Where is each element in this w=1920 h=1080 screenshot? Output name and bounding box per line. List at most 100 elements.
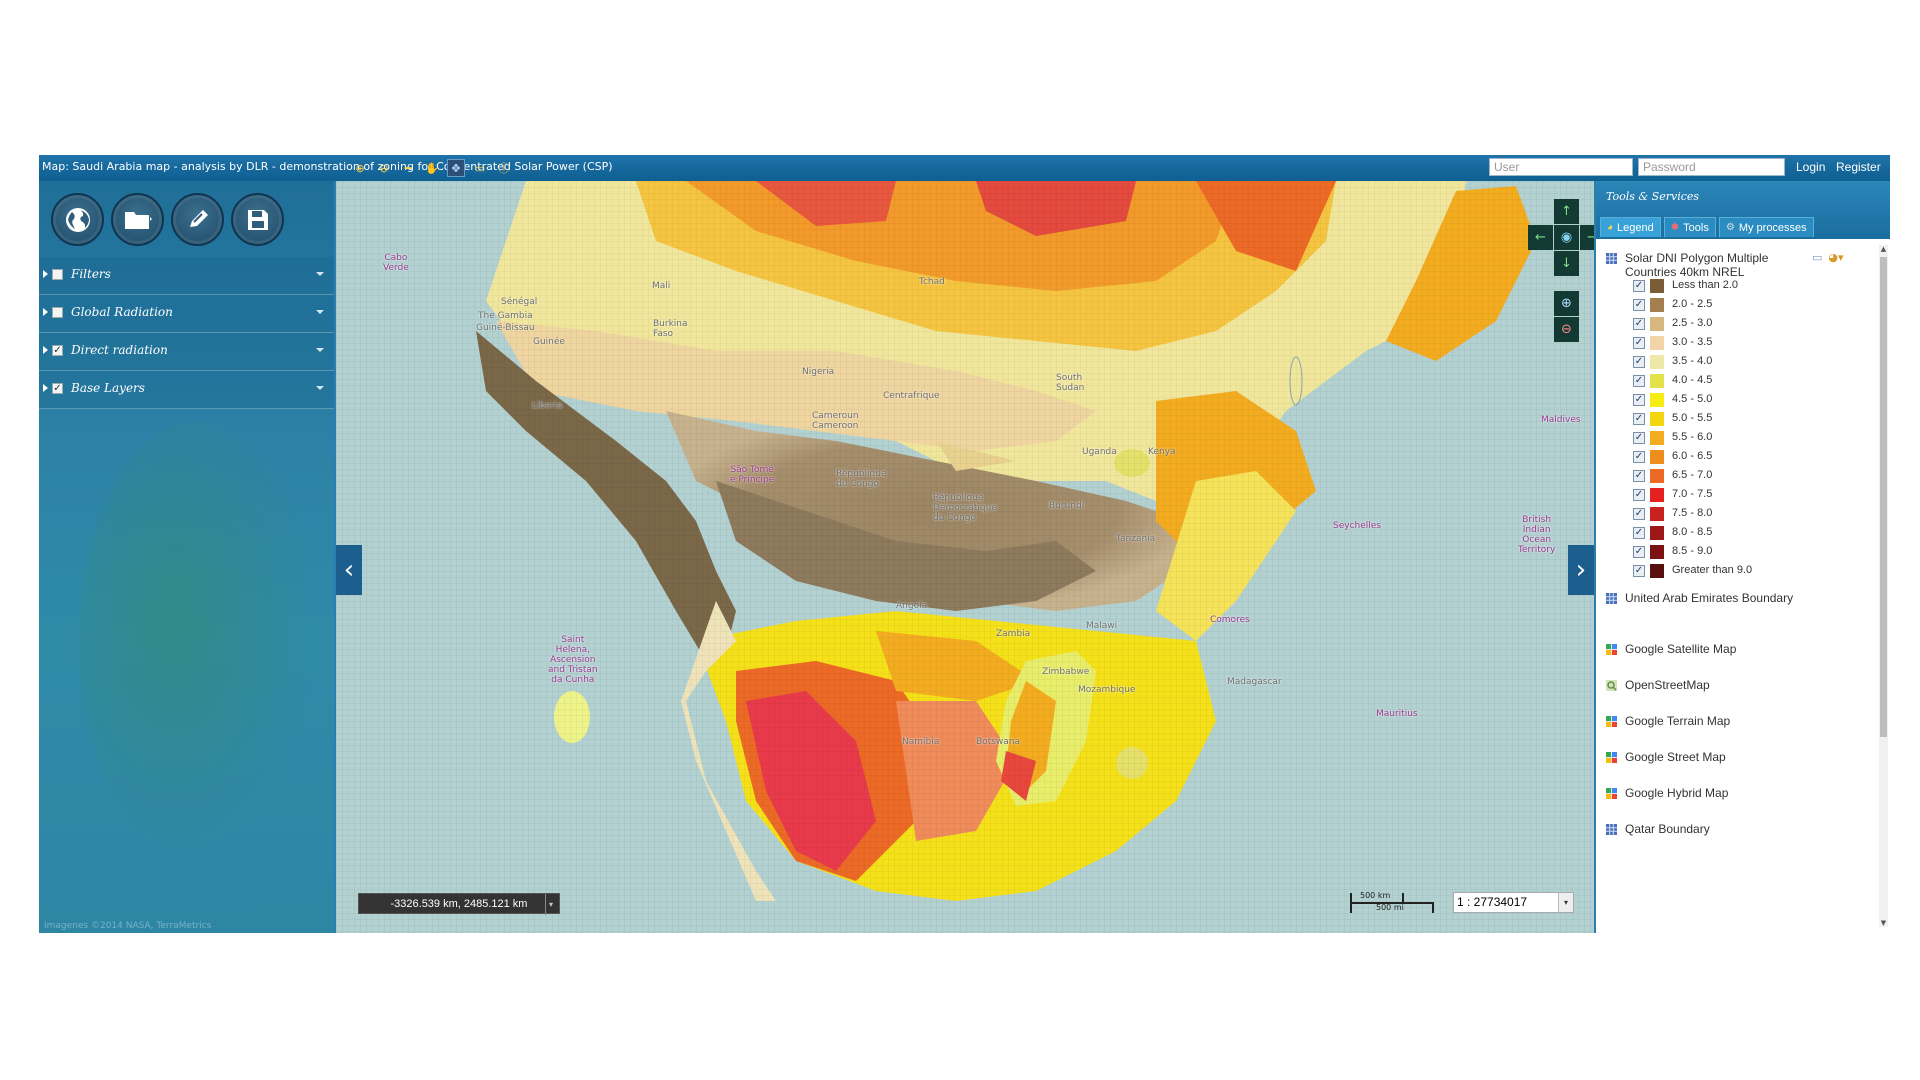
legend-scrollbar[interactable]: ▲ ▼: [1879, 245, 1888, 927]
map-label-saint-helena: Saint Helena, Ascension and Tristan da C…: [548, 635, 598, 685]
pan-down-button[interactable]: ↓: [1554, 251, 1579, 276]
save-button[interactable]: [231, 193, 284, 246]
open-folder-button[interactable]: [111, 193, 164, 246]
tab-my-processes[interactable]: ⚙ My processes: [1718, 217, 1814, 237]
legend-class-checkbox[interactable]: ✓: [1633, 508, 1645, 520]
chevron-down-icon[interactable]: [316, 310, 324, 314]
legend-class-checkbox[interactable]: ✓: [1633, 413, 1645, 425]
legend-swatch: [1650, 317, 1664, 331]
layer-group-label: Direct radiation: [71, 343, 168, 357]
save-legend-icon[interactable]: ▭: [1812, 251, 1823, 264]
legend-class-checkbox[interactable]: ✓: [1633, 489, 1645, 501]
legend-class-checkbox[interactable]: ✓: [1633, 432, 1645, 444]
legend-class-checkbox[interactable]: ✓: [1633, 546, 1645, 558]
expand-arrow-icon[interactable]: [43, 308, 48, 316]
edit-button[interactable]: [171, 193, 224, 246]
pan-tool-icon[interactable]: ✋: [425, 161, 439, 175]
chevron-down-icon[interactable]: ▾: [1558, 893, 1573, 912]
legend-class-checkbox[interactable]: ✓: [1633, 280, 1645, 292]
map-label-rep-congo: République du Congo: [836, 469, 887, 489]
legend-class-checkbox[interactable]: ✓: [1633, 375, 1645, 387]
scale-tick: [1402, 893, 1404, 903]
layer-group-direct-radiation[interactable]: ✓ Direct radiation: [39, 333, 334, 371]
map-label-madagascar: Madagascar: [1227, 677, 1282, 687]
map-label-uganda: Uganda: [1082, 447, 1117, 457]
scroll-down-icon[interactable]: ▼: [1880, 919, 1887, 927]
legend-swatch: [1650, 431, 1664, 445]
map-label-zambia: Zambia: [996, 629, 1031, 639]
legend-swatch: [1650, 545, 1664, 559]
legend-swatch: [1650, 374, 1664, 388]
user-input[interactable]: User: [1489, 158, 1633, 176]
layer-group-base-layers[interactable]: ✓ Base Layers: [39, 371, 334, 409]
map-label-nigeria: Nigeria: [802, 367, 835, 377]
legend-class-checkbox[interactable]: ✓: [1633, 451, 1645, 463]
zoom-in-button[interactable]: ⊕: [1554, 291, 1579, 316]
legend-swatch: [1650, 488, 1664, 502]
measure-line-icon[interactable]: ━: [404, 161, 412, 175]
map-canvas[interactable]: Cabo Verde Sénégal The Gambia Guiné-Biss…: [336, 181, 1594, 933]
expand-arrow-icon[interactable]: [43, 384, 48, 392]
legend-class-checkbox[interactable]: ✓: [1633, 299, 1645, 311]
zoom-out-tool-icon[interactable]: ⊖: [379, 161, 389, 175]
map-title: Map: Saudi Arabia map - analysis by DLR …: [42, 160, 613, 173]
register-link[interactable]: Register: [1836, 160, 1881, 174]
legend-class-label: 4.5 - 5.0: [1672, 393, 1713, 405]
legend-layer-label: United Arab Emirates Boundary: [1625, 591, 1794, 605]
map-label-tchad: Tchad: [919, 277, 945, 287]
layer-group-filters[interactable]: Filters: [39, 257, 334, 295]
scale-tick: [1432, 902, 1434, 913]
zoom-in-tool-icon[interactable]: ⊕: [355, 161, 365, 175]
legend-class-checkbox[interactable]: ✓: [1633, 356, 1645, 368]
scrollbar-thumb[interactable]: [1880, 257, 1887, 737]
map-title-toolbar: ⊕ ⊖ ━ ✋ ✥ ▭ ⓘ: [351, 158, 513, 178]
pan-up-button[interactable]: ↑: [1554, 199, 1579, 224]
legend-layer-label: Google Street Map: [1625, 750, 1726, 764]
legend-class-checkbox[interactable]: ✓: [1633, 318, 1645, 330]
chevron-down-icon[interactable]: [316, 348, 324, 352]
scale-select[interactable]: 1 : 27734017 ▾: [1453, 892, 1574, 913]
pan-right-button[interactable]: →: [1580, 225, 1594, 250]
collapse-right-panel-button[interactable]: ›: [1568, 545, 1594, 595]
legend-class-checkbox[interactable]: ✓: [1633, 470, 1645, 482]
select-tool-icon[interactable]: ✥: [447, 159, 465, 177]
map-label-angola: Angola: [896, 601, 928, 611]
legend-class-checkbox[interactable]: ✓: [1633, 565, 1645, 577]
layer-group-checkbox[interactable]: ✓: [52, 383, 63, 394]
layer-group-global-radiation[interactable]: Global Radiation: [39, 295, 334, 333]
globe-button[interactable]: [51, 193, 104, 246]
legend-swatch: [1650, 279, 1664, 293]
info-tool-icon[interactable]: ⓘ: [498, 162, 510, 175]
expand-arrow-icon[interactable]: [43, 270, 48, 278]
expand-arrow-icon[interactable]: [43, 346, 48, 354]
map-label-gambia: The Gambia: [478, 311, 533, 321]
legend-layer-label: Solar DNI Polygon Multiple Countries 40k…: [1625, 251, 1769, 279]
password-input[interactable]: Password: [1638, 158, 1785, 176]
legend-class-label: Less than 2.0: [1672, 279, 1739, 291]
scroll-up-icon[interactable]: ▲: [1880, 245, 1887, 253]
tab-tools[interactable]: ✱ Tools: [1663, 217, 1716, 237]
layer-group-checkbox[interactable]: ✓: [52, 345, 63, 356]
google-maps-icon: [1606, 788, 1617, 799]
chevron-down-icon[interactable]: [316, 272, 324, 276]
layer-group-checkbox[interactable]: [52, 269, 63, 280]
zoom-out-button[interactable]: ⊖: [1554, 317, 1579, 342]
map-label-seychelles: Seychelles: [1333, 521, 1381, 531]
collapse-left-panel-button[interactable]: ‹: [336, 545, 362, 595]
chevron-down-icon[interactable]: [316, 386, 324, 390]
login-link[interactable]: Login: [1796, 160, 1826, 174]
google-maps-icon: [1606, 716, 1617, 727]
legend-class-label: 6.0 - 6.5: [1672, 450, 1713, 462]
pan-left-button[interactable]: ←: [1528, 225, 1553, 250]
zoom-world-button[interactable]: ◉: [1554, 225, 1579, 250]
map-label-tanzania: Tanzania: [1116, 534, 1156, 544]
legend-body: Solar DNI Polygon Multiple Countries 40k…: [1596, 239, 1890, 933]
coordinate-unit-dropdown-icon[interactable]: ▾: [545, 894, 556, 915]
layer-group-checkbox[interactable]: [52, 307, 63, 318]
style-palette-icon[interactable]: ◕▾: [1828, 251, 1844, 264]
legend-class-checkbox[interactable]: ✓: [1633, 527, 1645, 539]
measure-area-icon[interactable]: ▭: [474, 161, 486, 175]
tab-legend[interactable]: ◕ Legend: [1600, 217, 1661, 237]
legend-class-checkbox[interactable]: ✓: [1633, 337, 1645, 349]
legend-class-checkbox[interactable]: ✓: [1633, 394, 1645, 406]
